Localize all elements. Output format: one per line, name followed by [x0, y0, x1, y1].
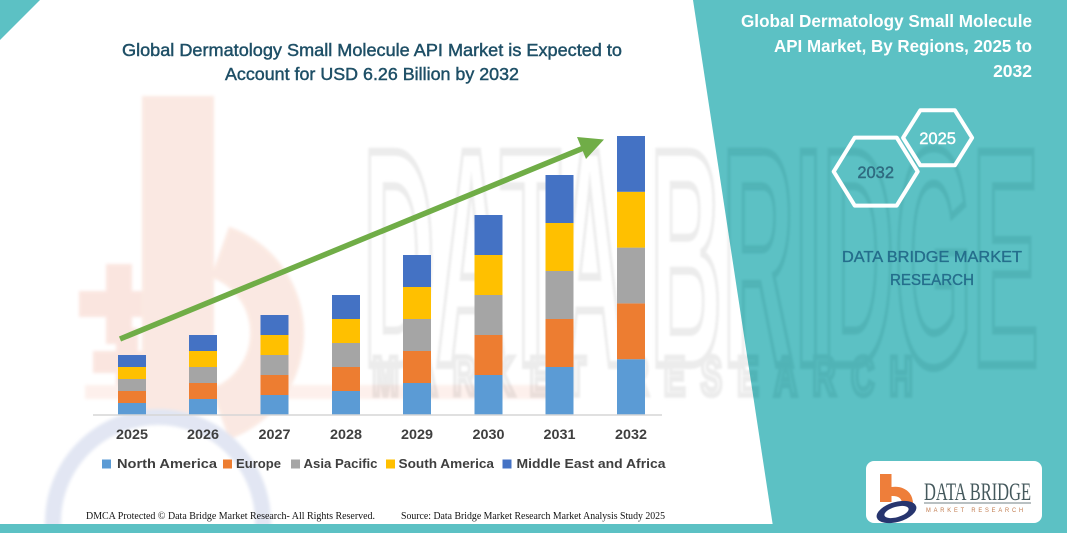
svg-text:Source: Data Bridge Market Res: Source: Data Bridge Market Research Mark…: [401, 510, 665, 522]
svg-text:2032: 2032: [857, 164, 894, 182]
svg-text:2029: 2029: [401, 427, 433, 442]
svg-text:2028: 2028: [330, 427, 363, 442]
svg-text:DMCA Protected © Data Bridge M: DMCA Protected © Data Bridge Market Rese…: [86, 510, 375, 522]
svg-text:2025: 2025: [116, 427, 149, 442]
svg-text:2030: 2030: [473, 427, 505, 442]
svg-text:Global Dermatology Small Molec: Global Dermatology Small Molecule API Ma…: [122, 40, 622, 60]
svg-text:Global Dermatology Small Molec: Global Dermatology Small Molecule: [741, 11, 1032, 31]
svg-text:2032: 2032: [993, 61, 1032, 81]
svg-text:2025: 2025: [919, 130, 956, 148]
svg-text:2027: 2027: [259, 427, 291, 442]
svg-text:Account for USD 6.26 Billion b: Account for USD 6.26 Billion by 2032: [225, 64, 519, 84]
svg-text:2032: 2032: [615, 427, 647, 442]
svg-text:2031: 2031: [544, 427, 577, 442]
svg-text:Europe: Europe: [236, 457, 281, 471]
svg-text:DATA BRIDGE: DATA BRIDGE: [924, 479, 1031, 506]
svg-text:RESEARCH: RESEARCH: [890, 272, 974, 289]
svg-text:Middle East and Africa: Middle East and Africa: [517, 457, 667, 471]
svg-text:API Market, By Regions, 2025 t: API Market, By Regions, 2025 to: [774, 36, 1032, 56]
svg-text:Asia Pacific: Asia Pacific: [304, 457, 378, 471]
svg-text:South America: South America: [399, 457, 496, 471]
svg-text:DATA BRIDGE MARKET: DATA BRIDGE MARKET: [842, 249, 1023, 266]
svg-text:North America: North America: [117, 457, 218, 471]
svg-text:2026: 2026: [187, 427, 220, 442]
svg-text:MARKET RESEARCH: MARKET RESEARCH: [926, 507, 1026, 514]
